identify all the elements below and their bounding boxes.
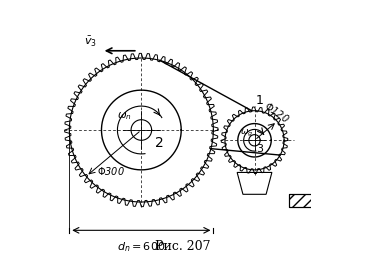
- Text: 3: 3: [256, 144, 263, 154]
- Text: $\omega_g$: $\omega_g$: [240, 128, 253, 139]
- Text: $\bar{v}_3$: $\bar{v}_3$: [84, 35, 97, 49]
- Text: 2: 2: [155, 136, 164, 150]
- Polygon shape: [237, 172, 272, 194]
- Text: Рис. 207: Рис. 207: [155, 240, 210, 253]
- Text: $\Phi$300: $\Phi$300: [97, 165, 124, 177]
- Text: 1: 1: [256, 94, 264, 107]
- Polygon shape: [289, 194, 323, 207]
- Text: $d_n = 600$: $d_n = 600$: [117, 240, 166, 254]
- Text: $\omega_n$: $\omega_n$: [117, 110, 132, 122]
- Text: $\Phi$120: $\Phi$120: [262, 99, 291, 125]
